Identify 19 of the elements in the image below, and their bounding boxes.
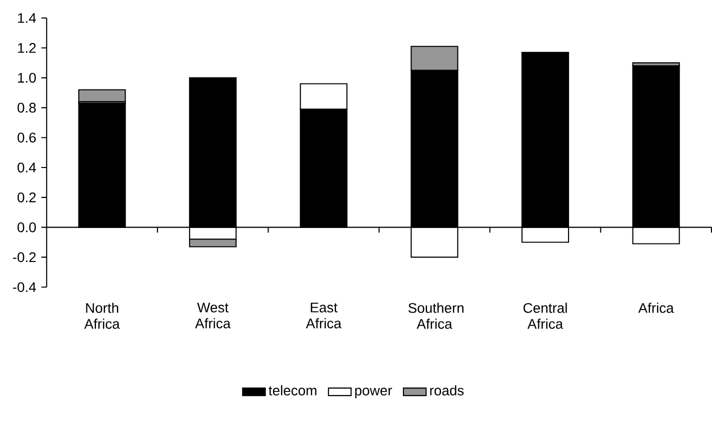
y-tick-label: 0.2	[18, 192, 36, 203]
legend-label: roads	[430, 385, 464, 396]
x-tick-label: East Africa	[306, 302, 342, 329]
x-tick-label: West Africa	[195, 302, 231, 329]
x-tick-label: North Africa	[84, 302, 120, 330]
y-tick-label: 1.2	[18, 43, 36, 53]
y-tick-label: 1.0	[18, 73, 36, 83]
y-tick-label: 1.4	[18, 13, 36, 23]
legend-label: power	[355, 388, 392, 398]
legend-label: telecom	[268, 385, 316, 396]
x-tick-label: Africa	[638, 302, 674, 314]
y-tick-label: 0.6	[18, 132, 36, 143]
y-tick-label: -0.4	[13, 282, 36, 292]
x-tick-label: Southern Africa	[408, 302, 464, 330]
y-tick-label: 0.8	[18, 102, 36, 113]
x-tick-label: Central Africa	[524, 302, 567, 330]
y-tick-label: 0.4	[18, 162, 36, 173]
y-tick-label: 0.0	[18, 222, 36, 232]
y-tick-label: -0.2	[13, 252, 36, 262]
